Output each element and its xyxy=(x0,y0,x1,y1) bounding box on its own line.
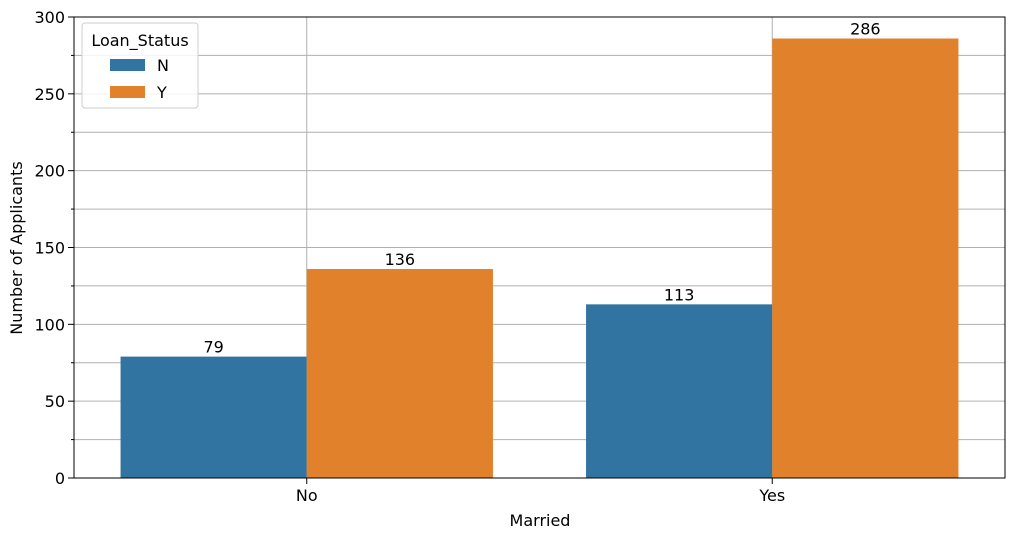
x-axis-label: Married xyxy=(510,511,571,530)
y-tick-label: 50 xyxy=(45,392,65,411)
legend-swatch-n xyxy=(110,59,145,71)
data-label: 113 xyxy=(664,285,695,304)
bar-no-n xyxy=(120,356,307,478)
x-tick-label: No xyxy=(296,486,318,505)
bar-no-y xyxy=(306,269,493,478)
y-tick-label: 200 xyxy=(34,162,65,181)
legend-title: Loan_Status xyxy=(91,31,188,51)
legend-swatch-y xyxy=(110,86,145,98)
axes: 0 50 100 150 200 250 300 No Yes xyxy=(34,8,1006,505)
y-tick-label: 150 xyxy=(34,239,65,258)
data-label: 136 xyxy=(385,250,416,269)
data-label: 79 xyxy=(203,338,223,357)
legend-label-n: N xyxy=(157,56,169,75)
data-labels: 79 113 136 286 xyxy=(203,20,880,357)
legend-label-y: Y xyxy=(156,83,167,102)
x-tick-label: Yes xyxy=(758,486,785,505)
bars xyxy=(120,38,959,478)
bar-yes-y xyxy=(772,38,959,478)
y-tick-label: 250 xyxy=(34,85,65,104)
y-tick-label: 100 xyxy=(34,315,65,334)
y-axis-label: Number of Applicants xyxy=(7,161,26,334)
y-tick-label: 0 xyxy=(55,469,65,488)
data-label: 286 xyxy=(850,20,881,39)
legend: Loan_Status N Y xyxy=(81,22,199,109)
y-tick-label: 300 xyxy=(34,8,65,27)
bar-yes-n xyxy=(586,304,773,478)
